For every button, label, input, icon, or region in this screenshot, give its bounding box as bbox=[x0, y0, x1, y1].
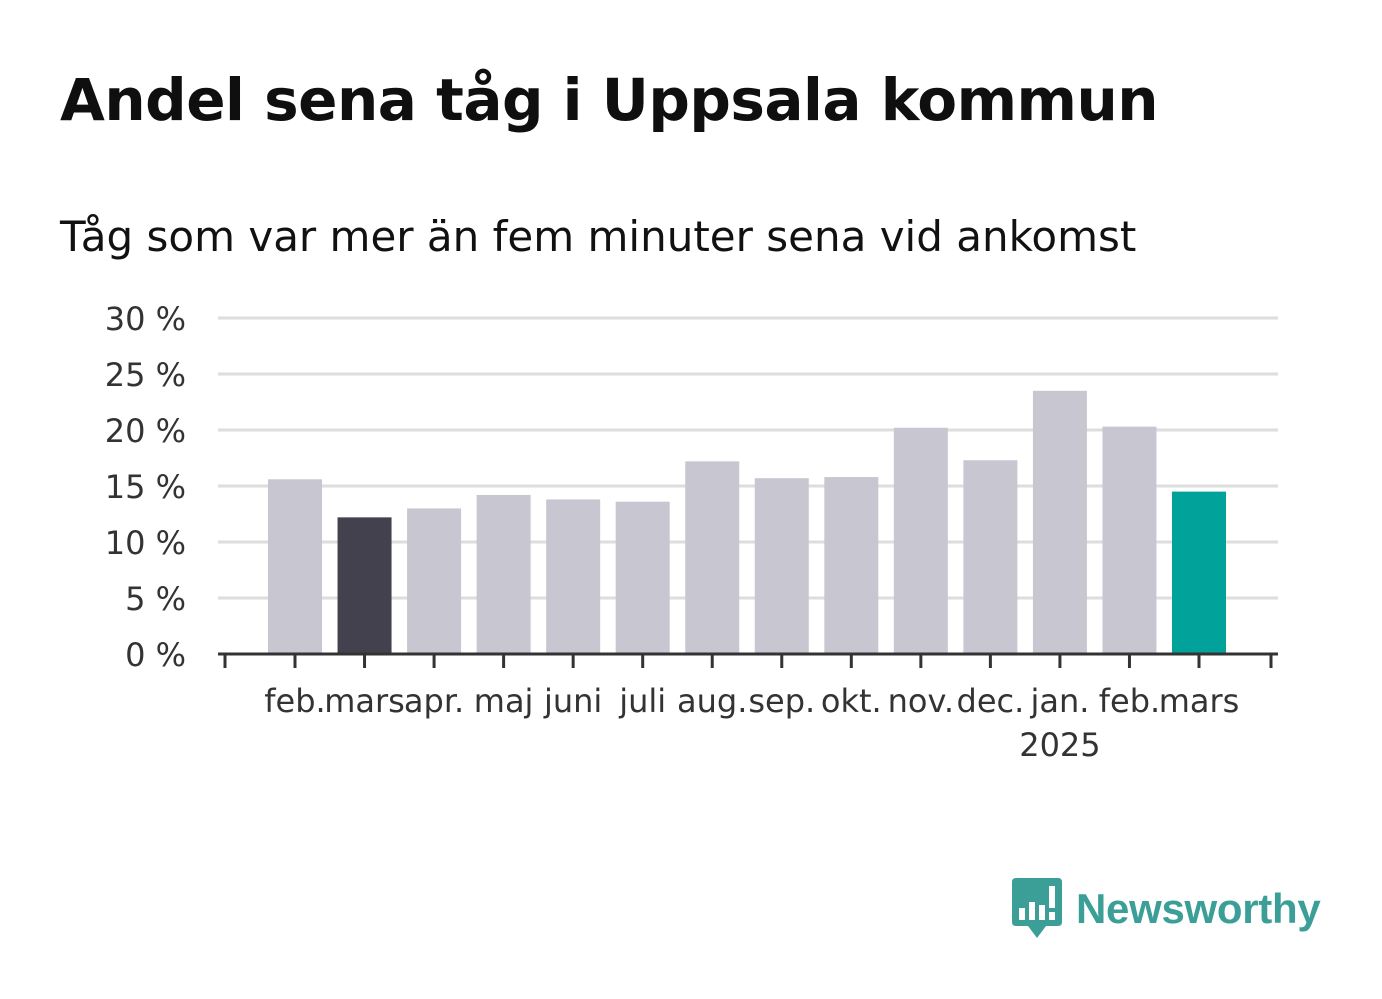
y-tick-label: 25 % bbox=[105, 356, 186, 394]
bar bbox=[963, 460, 1018, 654]
x-tick-label: nov. bbox=[888, 682, 954, 720]
x-tick-label: mars bbox=[324, 682, 405, 720]
bar bbox=[476, 494, 531, 654]
brand-logo: Newsworthy bbox=[1010, 878, 1321, 940]
y-tick-label: 5 % bbox=[125, 580, 186, 618]
bar bbox=[1032, 390, 1087, 654]
x-tick-label: okt. bbox=[821, 682, 882, 720]
x-tick-label: aug. bbox=[677, 682, 747, 720]
newsworthy-speech-bar-icon bbox=[1012, 878, 1062, 938]
x-tick-label: feb. bbox=[1099, 682, 1160, 720]
y-tick-label: 30 % bbox=[105, 300, 186, 338]
bar bbox=[893, 427, 948, 654]
bar bbox=[268, 479, 322, 654]
x-tick-label: jan. bbox=[1029, 682, 1089, 720]
x-tick-label: apr. bbox=[404, 682, 464, 720]
x-tick-label: feb. bbox=[264, 682, 325, 720]
bar bbox=[754, 478, 809, 654]
y-tick-label: 20 % bbox=[105, 412, 186, 450]
x-tick-label: mars bbox=[1159, 682, 1240, 720]
x-tick-label: juli bbox=[618, 682, 666, 720]
bar bbox=[824, 477, 879, 654]
chart-subtitle: Tåg som var mer än fem minuter sena vid … bbox=[60, 212, 1137, 261]
bar bbox=[407, 508, 462, 654]
x-tick-label: maj bbox=[474, 682, 534, 720]
y-tick-label: 0 % bbox=[125, 636, 186, 674]
bar bbox=[1172, 491, 1226, 654]
x-tick-label: juni bbox=[543, 682, 602, 720]
y-tick-label: 15 % bbox=[105, 468, 186, 506]
bar bbox=[546, 499, 601, 654]
y-tick-label: 10 % bbox=[105, 524, 186, 562]
x-year-label: 2025 bbox=[1019, 726, 1100, 764]
brand-name: Newsworthy bbox=[1076, 885, 1321, 932]
bar bbox=[615, 501, 670, 654]
bar-chart: 0 %5 %10 %15 %20 %25 %30 %feb.mars apr. ma… bbox=[105, 300, 1278, 764]
x-tick-label: sep. bbox=[748, 682, 815, 720]
bar bbox=[337, 517, 392, 654]
chart-title: Andel sena tåg i Uppsala kommun bbox=[60, 66, 1159, 134]
bar bbox=[685, 461, 740, 654]
bar bbox=[1102, 426, 1157, 654]
x-tick-label: dec. bbox=[957, 682, 1025, 720]
